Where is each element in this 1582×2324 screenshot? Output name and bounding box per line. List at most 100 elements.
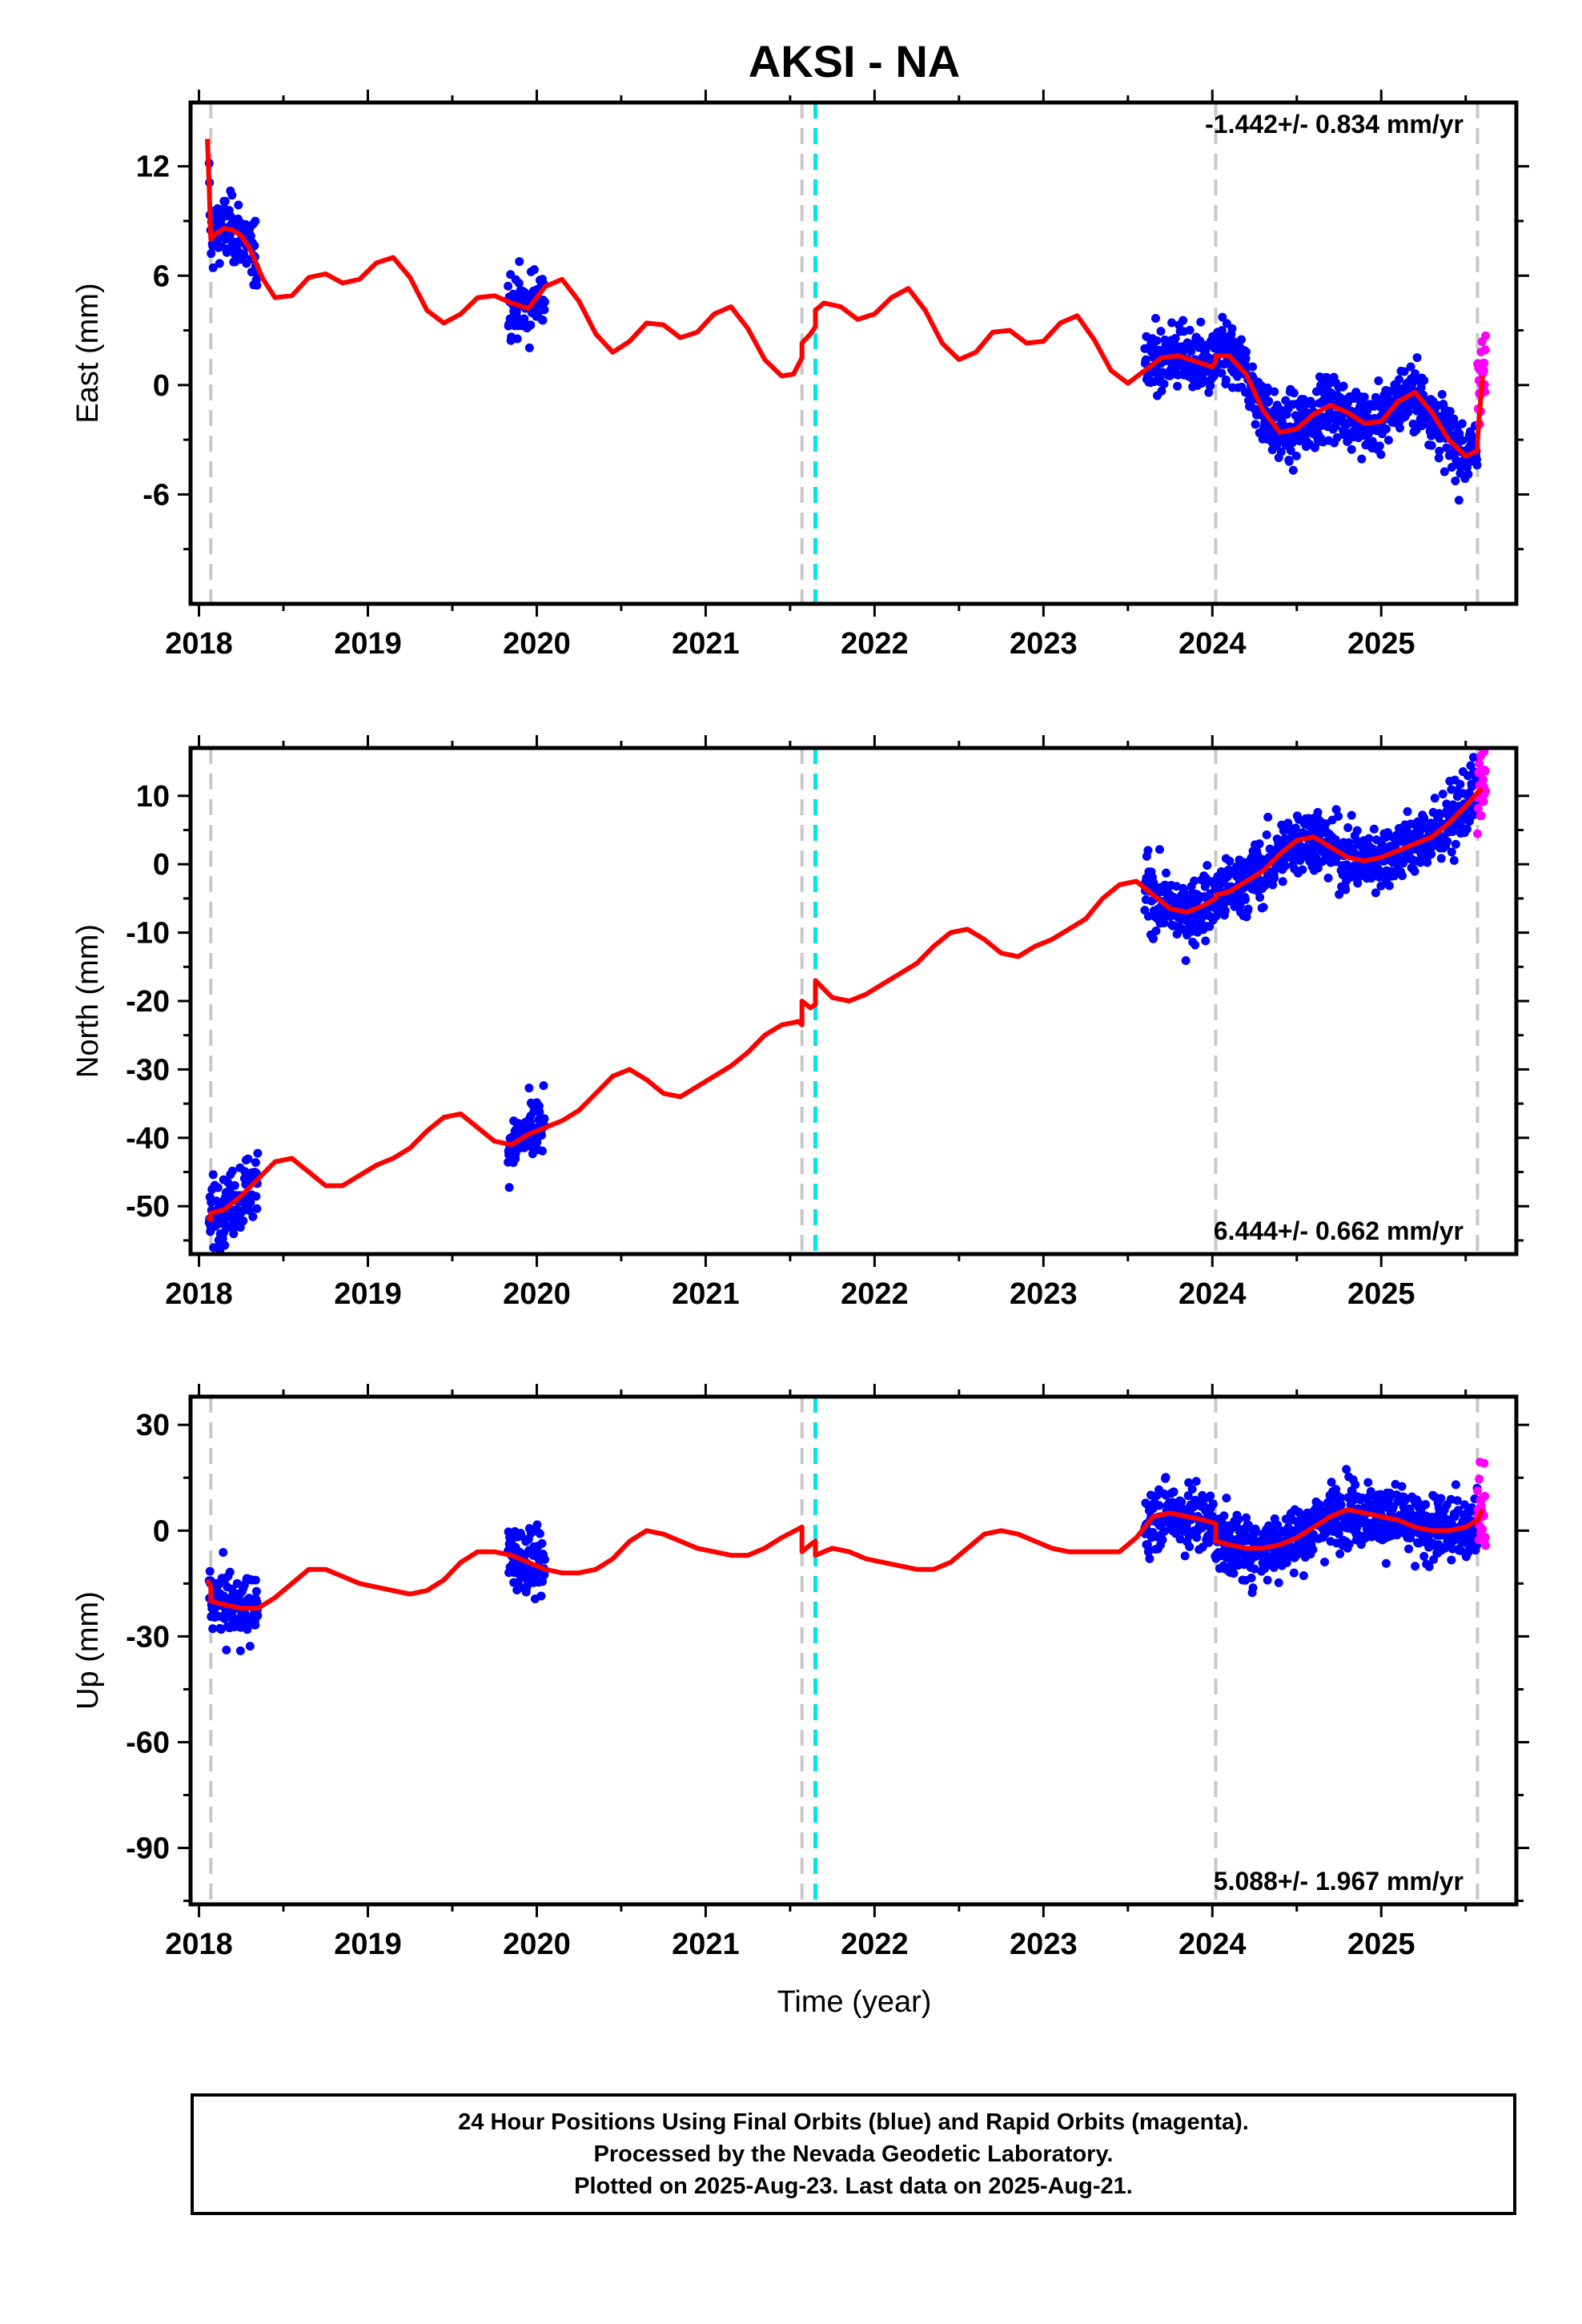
x-tick-label: 2019 <box>334 627 402 661</box>
x-tick-label: 2022 <box>841 1277 909 1311</box>
final-orbit-point <box>532 1520 542 1530</box>
final-orbit-point <box>1273 1520 1283 1530</box>
final-orbit-point <box>1250 1564 1259 1574</box>
final-orbit-point <box>1434 453 1443 463</box>
y-axis-label: East (mm) <box>71 283 105 423</box>
rapid-orbit-point <box>1476 811 1486 821</box>
final-orbit-point <box>1336 1493 1346 1502</box>
y-tick-label: -6 <box>143 478 170 512</box>
final-orbit-point <box>1154 845 1164 854</box>
y-tick-label: 6 <box>153 259 170 293</box>
final-orbit-point <box>251 1586 261 1596</box>
final-orbit-point <box>1456 779 1465 789</box>
final-orbit-point <box>1342 1465 1351 1474</box>
final-orbit-point <box>1268 880 1278 890</box>
rapid-orbit-point <box>1479 797 1488 806</box>
final-orbit-point <box>227 191 237 200</box>
final-orbit-point <box>1383 827 1392 837</box>
final-orbit-point <box>1376 450 1386 460</box>
final-orbit-point <box>1454 496 1464 505</box>
final-orbit-point <box>1375 441 1384 451</box>
final-orbit-point <box>1435 446 1444 456</box>
final-orbit-point <box>1159 379 1169 388</box>
final-orbit-point <box>246 1198 255 1208</box>
x-tick-label: 2021 <box>672 1928 740 1961</box>
final-orbit-point <box>1144 1545 1154 1554</box>
final-orbit-point <box>540 1114 549 1124</box>
y-tick-label: -50 <box>126 1190 170 1224</box>
final-orbit-point <box>220 196 230 206</box>
final-orbit-point <box>1430 794 1439 803</box>
final-orbit-point <box>1262 830 1271 839</box>
final-orbit-point <box>1399 367 1409 376</box>
final-orbit-point <box>234 200 243 210</box>
final-orbit-point <box>1412 353 1422 363</box>
final-orbit-point <box>1313 807 1323 817</box>
final-orbit-point <box>1255 839 1264 849</box>
final-orbit-point <box>1335 1549 1345 1558</box>
final-orbit-point <box>540 1570 549 1579</box>
x-tick-label: 2021 <box>672 1277 740 1311</box>
final-orbit-point <box>1150 313 1160 323</box>
final-orbit-point <box>1359 392 1369 402</box>
final-orbit-point <box>1447 421 1456 431</box>
final-orbit-point <box>1221 375 1231 384</box>
final-orbit-point <box>1175 1534 1185 1544</box>
final-orbit-point <box>1367 436 1377 446</box>
final-orbit-point <box>1229 1569 1239 1578</box>
y-tick-label: 0 <box>153 1514 170 1548</box>
final-orbit-point <box>1341 885 1351 895</box>
final-orbit-point <box>1190 876 1199 886</box>
final-orbit-point <box>1157 386 1166 396</box>
final-orbit-point <box>1242 347 1251 356</box>
final-orbit-point <box>217 242 227 251</box>
final-orbit-point <box>251 1575 260 1585</box>
final-orbit-point <box>220 1240 230 1250</box>
final-orbit-point <box>222 1645 231 1655</box>
final-orbit-point <box>1170 333 1180 343</box>
final-orbit-point <box>540 305 549 315</box>
final-orbit-point <box>1455 428 1464 438</box>
final-orbit-point <box>235 1646 245 1655</box>
final-orbit-point <box>1281 396 1291 405</box>
final-orbit-point <box>536 1131 546 1140</box>
final-orbit-point <box>1219 1511 1229 1521</box>
final-orbit-point <box>1403 806 1412 816</box>
final-orbit-point <box>225 230 235 239</box>
final-orbit-point <box>1374 376 1383 386</box>
final-orbit-point <box>1286 446 1295 456</box>
final-orbit-point <box>1141 355 1150 364</box>
x-tick-label: 2024 <box>1178 1928 1247 1961</box>
final-orbit-point <box>232 1578 242 1588</box>
final-orbit-point <box>1167 318 1177 328</box>
rapid-orbit-point <box>1480 345 1490 355</box>
y-axis-label: Up (mm) <box>71 1591 105 1710</box>
figure-title: AKSI - NA <box>749 36 960 86</box>
final-orbit-point <box>520 314 529 324</box>
x-tick-label: 2019 <box>334 1277 402 1311</box>
final-orbit-point <box>240 1167 250 1176</box>
plot-area <box>204 103 1491 604</box>
final-orbit-point <box>1447 463 1456 472</box>
final-orbit-point <box>1185 1542 1195 1551</box>
final-orbit-point <box>1397 1482 1407 1491</box>
final-orbit-point <box>1357 454 1367 464</box>
final-orbit-point <box>1145 1554 1154 1563</box>
final-orbit-point <box>1437 389 1447 399</box>
final-orbit-point <box>1263 383 1272 392</box>
y-tick-label: -20 <box>126 985 170 1019</box>
x-tick-label: 2022 <box>841 627 909 661</box>
final-orbit-point <box>514 278 524 287</box>
rapid-orbit-point <box>1472 1486 1482 1496</box>
final-orbit-point <box>1220 906 1230 915</box>
y-tick-label: -10 <box>126 917 170 951</box>
final-orbit-point <box>1206 381 1215 391</box>
final-orbit-point <box>251 216 260 226</box>
final-orbit-point <box>1244 1520 1254 1530</box>
final-orbit-point <box>1298 865 1307 875</box>
final-orbit-point <box>251 1192 261 1201</box>
final-orbit-point <box>239 1216 248 1226</box>
rapid-orbit-point <box>1481 1541 1491 1550</box>
final-orbit-point <box>1381 1558 1391 1568</box>
panel-up: 2018 2019 2020 2021 2022 2023 2024 2025 30 0 -30 -6… <box>71 1384 1529 1961</box>
